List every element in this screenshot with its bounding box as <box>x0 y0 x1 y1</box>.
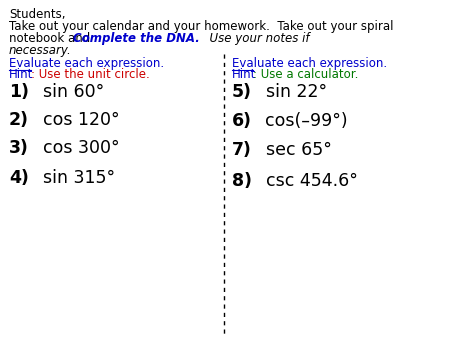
Text: 6): 6) <box>232 112 252 130</box>
Text: 4): 4) <box>9 169 29 187</box>
Text: sin 60°: sin 60° <box>43 83 104 101</box>
Text: Use your notes if: Use your notes if <box>202 32 309 45</box>
Text: 7): 7) <box>232 141 252 159</box>
Text: 8): 8) <box>232 172 252 190</box>
Text: sin 22°: sin 22° <box>266 83 327 101</box>
Text: sin 315°: sin 315° <box>43 169 115 187</box>
Text: notebook and: notebook and <box>9 32 94 45</box>
Text: Take out your calendar and your homework.  Take out your spiral: Take out your calendar and your homework… <box>9 20 393 32</box>
Text: 5): 5) <box>232 83 252 101</box>
Text: 1): 1) <box>9 83 29 101</box>
Text: Evaluate each expression.: Evaluate each expression. <box>232 57 387 70</box>
Text: Evaluate each expression.: Evaluate each expression. <box>9 57 164 70</box>
Text: : Use a calculator.: : Use a calculator. <box>253 68 359 80</box>
Text: cos 120°: cos 120° <box>43 111 119 129</box>
Text: necessary.: necessary. <box>9 44 72 57</box>
Text: 2): 2) <box>9 111 29 129</box>
Text: : Use the unit circle.: : Use the unit circle. <box>31 68 149 80</box>
Text: cos 300°: cos 300° <box>43 139 119 157</box>
Text: sec 65°: sec 65° <box>266 141 331 159</box>
Text: cos(–99°): cos(–99°) <box>266 112 348 130</box>
Text: csc 454.6°: csc 454.6° <box>266 172 357 190</box>
Text: Hint: Hint <box>232 68 256 80</box>
Text: Hint: Hint <box>9 68 33 80</box>
Text: Students,: Students, <box>9 8 66 21</box>
Text: 3): 3) <box>9 139 29 157</box>
Text: Complete the DNA.: Complete the DNA. <box>73 32 200 45</box>
